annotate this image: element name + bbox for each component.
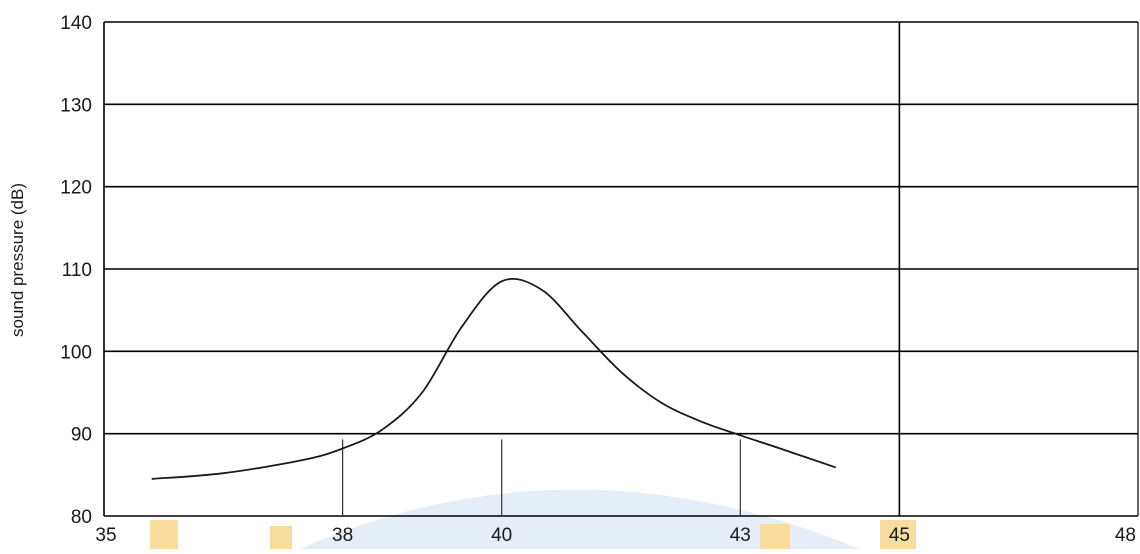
x-tick-label: 40 <box>491 525 512 546</box>
watermark-arc <box>300 489 860 549</box>
y-axis-label: sound pressure (dB) <box>8 183 27 337</box>
y-tick-label: 140 <box>60 13 92 34</box>
watermark-block <box>270 526 292 549</box>
y-tick-label: 120 <box>60 178 92 199</box>
x-tick-label: 43 <box>730 525 751 546</box>
watermark-block <box>150 520 178 549</box>
watermark-decoration <box>150 489 916 549</box>
y-tick-label: 110 <box>62 260 92 281</box>
grid-lines <box>103 21 1139 517</box>
watermark-block <box>760 524 790 549</box>
x-axis-ticks: 35 38 40 43 45 48 <box>95 525 1136 546</box>
series-group <box>151 277 837 480</box>
marker-lines <box>342 439 741 516</box>
x-tick-label: 48 <box>1115 525 1136 546</box>
x-tick-label: 45 <box>889 525 910 546</box>
y-axis-ticks: 80 90 100 110 120 130 140 <box>60 13 92 528</box>
y-tick-label: 100 <box>60 342 92 363</box>
y-tick-label: 130 <box>60 95 92 116</box>
y-tick-label: 80 <box>71 507 92 528</box>
watermark-block <box>880 520 916 549</box>
x-tick-label: 35 <box>95 525 116 546</box>
series-line <box>151 277 837 480</box>
y-tick-label: 90 <box>71 425 92 446</box>
x-tick-label: 38 <box>332 525 353 546</box>
